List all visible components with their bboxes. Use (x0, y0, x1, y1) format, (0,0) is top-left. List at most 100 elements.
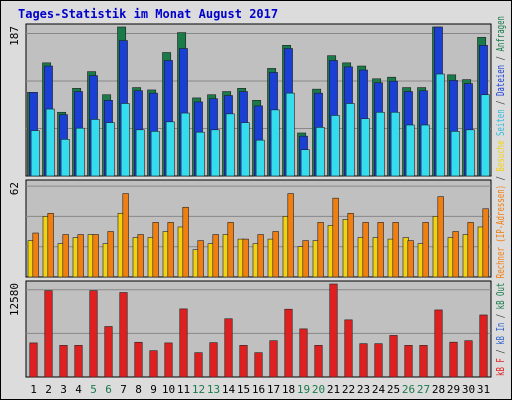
x-tick-label: 11 (177, 383, 190, 396)
x-tick-label: 19 (297, 383, 310, 396)
bar-kb-f-day-16 (254, 352, 263, 378)
bar-rechner-ip-adressen--day-15 (242, 238, 249, 278)
bar-kb-f-day-13 (209, 342, 218, 378)
x-tick-label: 15 (237, 383, 250, 396)
bar-seiten-day-29 (450, 131, 460, 177)
legend-entry: / (495, 176, 507, 185)
bar-kb-f-day-27 (419, 345, 428, 378)
bar-seiten-day-16 (255, 139, 265, 177)
bar-rechner-ip-adressen--day-29 (452, 231, 459, 278)
panel-middle-ymax-label: 62 (8, 182, 21, 195)
bar-rechner-ip-adressen--day-7 (122, 193, 129, 278)
x-tick-label: 23 (357, 383, 370, 396)
bar-kb-f-day-30 (464, 340, 473, 378)
panel-bottom: 12580 (8, 280, 492, 378)
bar-kb-f-day-14 (224, 318, 233, 378)
panel-top: 187 (8, 23, 492, 177)
bar-seiten-day-18 (285, 92, 295, 177)
legend-entry: Dateien (495, 65, 507, 101)
chart-panels: 187 62 12580 (8, 23, 492, 378)
bar-kb-f-day-24 (374, 343, 383, 378)
x-tick-label: 29 (447, 383, 460, 396)
bar-rechner-ip-adressen--day-9 (152, 222, 159, 278)
bar-seiten-day-8 (135, 129, 145, 177)
panel-middle: 62 (8, 179, 492, 278)
x-tick-label: 2 (45, 383, 52, 396)
bar-rechner-ip-adressen--day-5 (92, 234, 99, 278)
legend-entry: / (495, 100, 507, 109)
bar-kb-f-day-26 (404, 345, 413, 378)
x-tick-label: 6 (105, 383, 112, 396)
bar-kb-f-day-15 (239, 345, 248, 378)
x-tick-label: 9 (150, 383, 157, 396)
bar-rechner-ip-adressen--day-3 (62, 234, 69, 278)
bar-seiten-day-23 (360, 118, 370, 177)
bar-kb-f-day-6 (104, 326, 113, 378)
bar-rechner-ip-adressen--day-13 (212, 234, 219, 278)
bar-seiten-day-13 (210, 129, 220, 177)
bar-seiten-day-14 (225, 113, 235, 177)
bar-rechner-ip-adressen--day-4 (77, 234, 84, 278)
x-tick-label: 20 (312, 383, 325, 396)
bar-kb-f-day-29 (449, 341, 458, 378)
x-tick-label: 18 (282, 383, 295, 396)
bar-seiten-day-28 (435, 73, 445, 177)
bar-seiten-day-22 (345, 103, 355, 177)
bar-rechner-ip-adressen--day-28 (437, 196, 444, 278)
x-tick-label: 7 (120, 383, 127, 396)
x-tick-label: 3 (60, 383, 67, 396)
bar-seiten-day-7 (120, 103, 130, 177)
bar-rechner-ip-adressen--day-30 (467, 222, 474, 278)
bar-rechner-ip-adressen--day-17 (272, 231, 279, 278)
bar-rechner-ip-adressen--day-27 (422, 222, 429, 278)
x-tick-label: 26 (402, 383, 415, 396)
bar-kb-f-day-23 (359, 343, 368, 378)
x-tick-label: 10 (162, 383, 175, 396)
bar-seiten-day-31 (480, 94, 490, 177)
bar-rechner-ip-adressen--day-20 (317, 222, 324, 278)
bar-kb-f-day-10 (164, 342, 173, 378)
bar-seiten-day-9 (150, 131, 160, 177)
right-legend-text: kB F / kB In / kB Out Rechner (IP-Adress… (495, 16, 507, 376)
bar-kb-f-day-12 (194, 352, 203, 378)
bar-seiten-day-6 (105, 122, 115, 177)
bar-rechner-ip-adressen--day-8 (137, 234, 144, 278)
x-tick-label: 5 (90, 383, 97, 396)
bar-rechner-ip-adressen--day-14 (227, 222, 234, 278)
bar-rechner-ip-adressen--day-19 (302, 240, 309, 278)
bar-seiten-day-10 (165, 121, 175, 177)
bar-kb-f-day-3 (59, 345, 68, 378)
legend-entry: / (495, 349, 507, 358)
bar-rechner-ip-adressen--day-6 (107, 231, 114, 278)
panel-bottom-ymax-label: 12580 (8, 283, 21, 316)
panel-top-ymax-label: 187 (8, 26, 21, 46)
legend-entry: Seiten (495, 109, 507, 140)
bar-rechner-ip-adressen--day-21 (332, 197, 339, 278)
bar-kb-f-day-17 (269, 340, 278, 378)
bar-rechner-ip-adressen--day-31 (482, 208, 489, 278)
bar-seiten-day-3 (60, 139, 70, 177)
chart-title: Tages-Statistik im Monat August 2017 (18, 7, 278, 21)
bar-kb-f-day-22 (344, 319, 353, 378)
bar-rechner-ip-adressen--day-11 (182, 206, 189, 278)
bar-seiten-day-15 (240, 122, 250, 177)
legend-entry: kB F (495, 358, 507, 376)
bar-seiten-day-26 (405, 124, 415, 177)
bar-seiten-day-11 (180, 112, 190, 177)
bar-rechner-ip-adressen--day-12 (197, 240, 204, 278)
x-tick-label: 4 (75, 383, 82, 396)
bar-seiten-day-2 (45, 108, 55, 177)
x-tick-label: 1 (30, 383, 37, 396)
bar-rechner-ip-adressen--day-26 (407, 240, 414, 278)
bar-kb-f-day-7 (119, 292, 128, 378)
bar-seiten-day-4 (75, 127, 85, 177)
bar-seiten-day-27 (420, 124, 430, 177)
bar-kb-f-day-9 (149, 350, 158, 378)
x-axis-ticks: 1 2 3 4 5 6 7 8 9 10 11 12 13 14 15 16 17 18 19 20 21 22 23 24 2… (30, 383, 490, 396)
legend-entry: kB In (495, 323, 507, 350)
x-tick-label: 25 (387, 383, 400, 396)
bar-seiten-day-1 (30, 130, 40, 177)
bar-kb-f-day-1 (29, 342, 38, 378)
bar-seiten-day-12 (195, 131, 205, 177)
right-legend: kB F / kB In / kB Out Rechner (IP-Adress… (495, 16, 507, 376)
